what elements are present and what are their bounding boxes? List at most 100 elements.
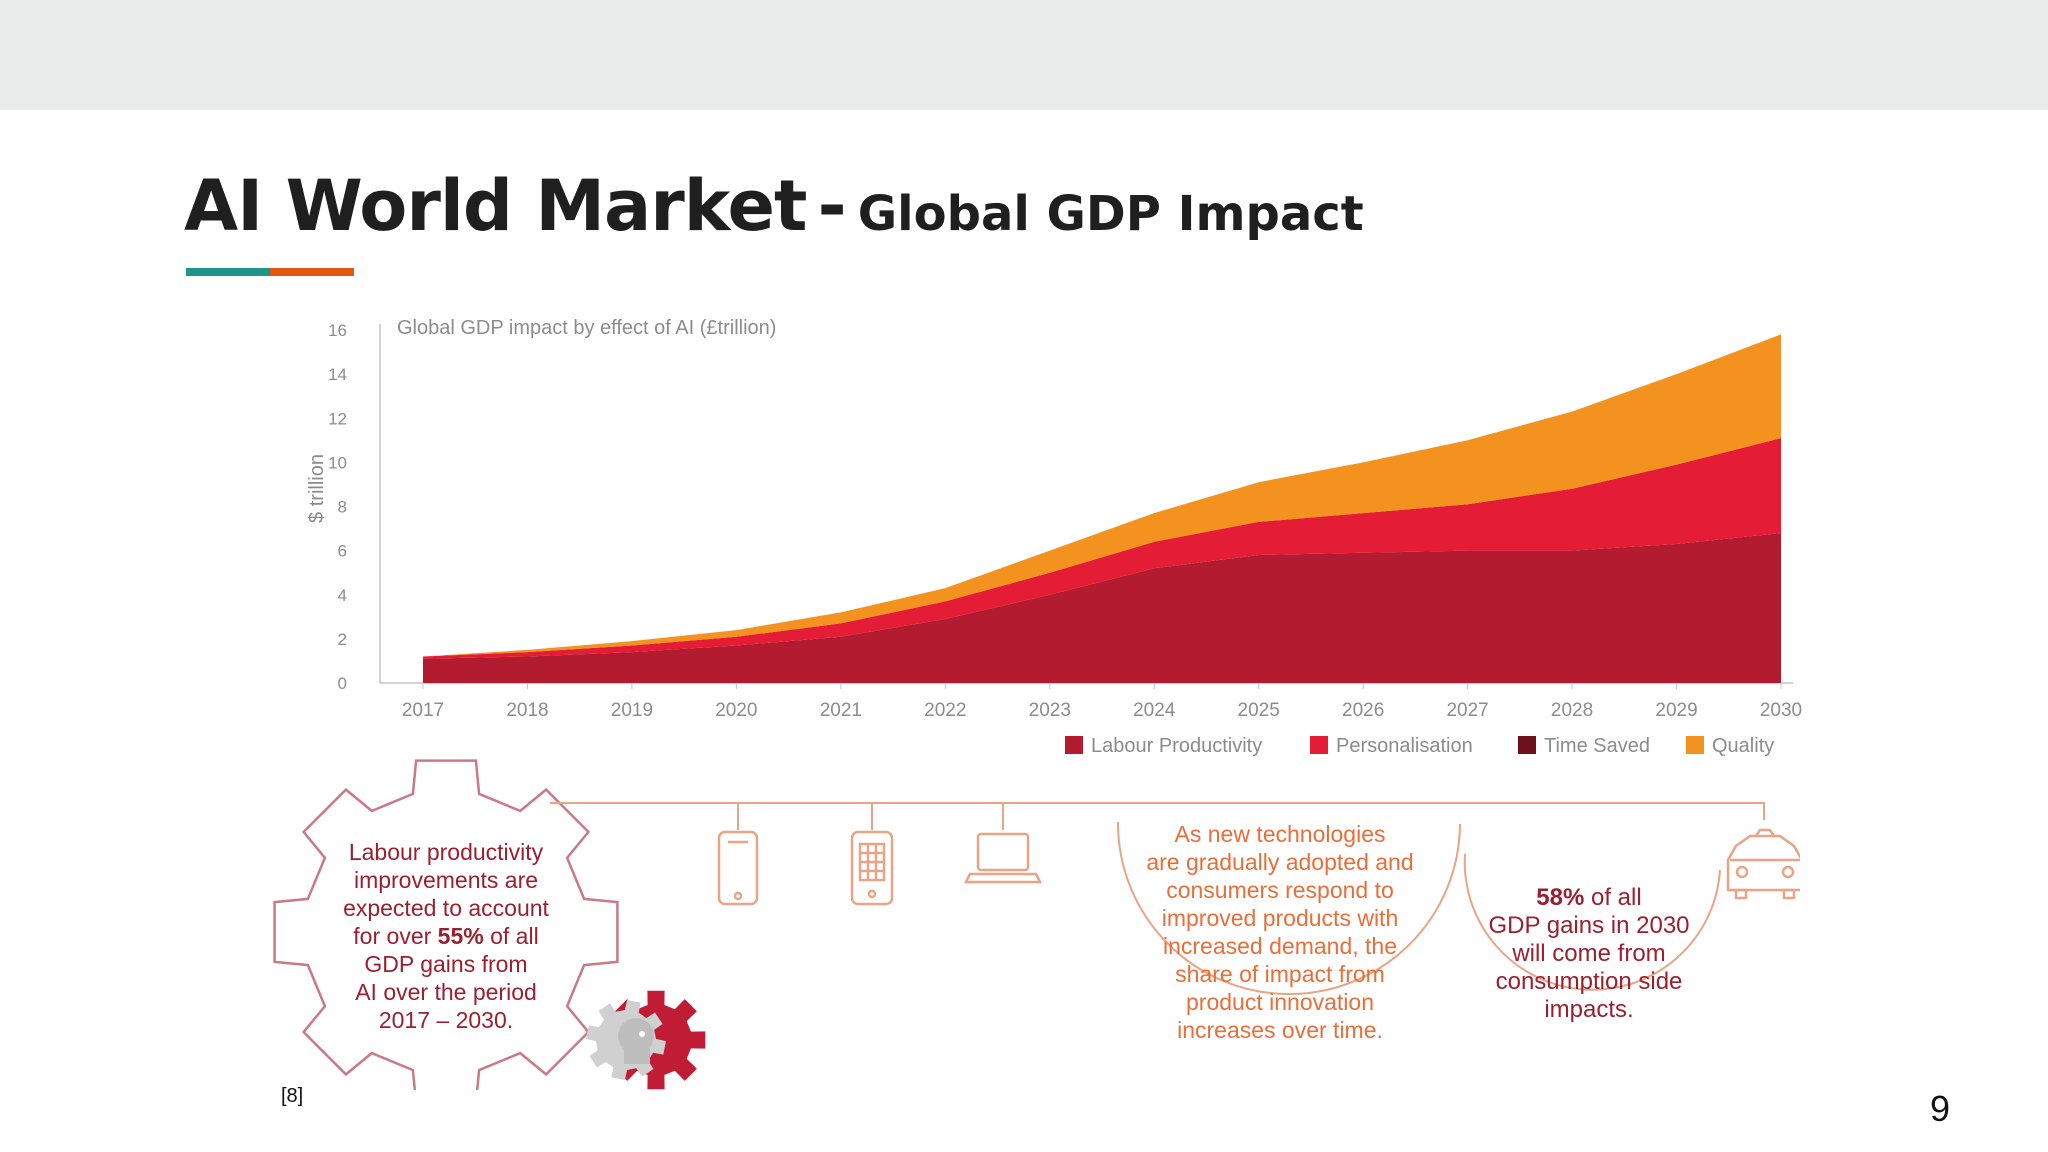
connector-lines	[550, 802, 1765, 830]
text-span: expected to account	[343, 895, 549, 921]
title-dash: -	[817, 165, 847, 247]
text-line: increased demand, the	[1120, 932, 1440, 960]
y-tick-label: 16	[328, 321, 347, 340]
text-span: improved products with	[1161, 905, 1399, 931]
legend-label: Quality	[1712, 735, 1774, 757]
text-line: product innovation	[1120, 988, 1440, 1016]
infographic	[273, 759, 1800, 1090]
x-tick-label: 2026	[1342, 700, 1384, 721]
legend-swatch	[1518, 736, 1536, 754]
legend-label: Personalisation	[1336, 735, 1473, 757]
text-span: 2017 – 2030.	[378, 1007, 514, 1033]
text-span: increased demand, the	[1163, 933, 1397, 959]
text-span: impacts.	[1544, 996, 1634, 1023]
text-line: Labour productivity	[318, 838, 574, 866]
legend-item-quality: Quality	[1686, 735, 1774, 757]
smartphone-icon	[717, 830, 759, 906]
text-span: increases over time.	[1177, 1017, 1383, 1043]
x-tick-label: 2027	[1446, 700, 1488, 721]
x-tick-label: 2028	[1551, 700, 1593, 721]
robot-head-icon	[586, 990, 706, 1090]
text-span: AI over the period	[355, 979, 537, 1005]
y-tick-label: 2	[338, 630, 347, 649]
title-sub: Global GDP Impact	[857, 186, 1364, 242]
x-tick-label: 2018	[506, 700, 548, 721]
text-span: share of impact from	[1175, 961, 1385, 987]
text-span: consumers respond to	[1166, 877, 1394, 903]
ereader-icon	[850, 830, 894, 906]
text-line: 2017 – 2030.	[318, 1006, 574, 1034]
gear-icon	[273, 759, 619, 1090]
text-line: expected to account	[318, 894, 574, 922]
text-line: GDP gains in 2030	[1468, 912, 1710, 940]
laptop-icon	[963, 832, 1043, 884]
text-span: product innovation	[1186, 989, 1374, 1015]
car-icon	[1726, 828, 1800, 900]
x-tick-label: 2030	[1760, 700, 1802, 721]
legend-swatch	[1310, 736, 1328, 754]
legend-label: Time Saved	[1544, 735, 1650, 757]
legend-item-time-saved: Time Saved	[1518, 735, 1650, 757]
y-tick-label: 12	[328, 409, 347, 428]
x-tick-label: 2019	[611, 700, 653, 721]
legend-label: Labour Productivity	[1091, 735, 1262, 757]
x-tick-label: 2025	[1238, 700, 1280, 721]
page-number: 9	[1930, 1088, 1951, 1129]
text-line: AI over the period	[318, 978, 574, 1006]
text-line: are gradually adopted and	[1120, 848, 1440, 876]
bubbles	[1116, 821, 1721, 995]
highlight-figure: 58%	[1536, 884, 1585, 911]
y-tick-label: 4	[338, 586, 347, 605]
y-axis-label: $ trillion	[306, 454, 328, 523]
y-tick-label: 14	[328, 365, 347, 384]
adoption-bubble-text: As new technologies are gradually adopted…	[1120, 820, 1440, 1044]
text-line: GDP gains from	[318, 950, 574, 978]
title-underline-teal	[186, 268, 270, 276]
consumption-bubble-text: 58% of all GDP gains in 2030 will come fro…	[1468, 884, 1710, 1024]
text-line: improved products with	[1120, 904, 1440, 932]
text-line: improvements are	[318, 866, 574, 894]
text-line: share of impact from	[1120, 960, 1440, 988]
y-tick-label: 0	[338, 674, 347, 693]
x-tick-label: 2023	[1029, 700, 1071, 721]
area-series-personalisation	[423, 438, 1781, 659]
text-line: for over 55% of all	[318, 922, 574, 950]
text-span: will come from	[1512, 940, 1666, 967]
text-line: consumers respond to	[1120, 876, 1440, 904]
area-series-labour-productivity	[423, 533, 1781, 683]
text-span: consumption side	[1495, 968, 1683, 995]
text-line: will come from	[1468, 940, 1710, 968]
highlight-figure: 55%	[437, 923, 484, 949]
legend-item-personalisation: Personalisation	[1310, 735, 1473, 757]
chart-title: Global GDP impact by effect of AI (£tril…	[397, 317, 776, 339]
text-line: impacts.	[1468, 996, 1710, 1024]
text-span: As new technologies	[1174, 821, 1386, 847]
text-span: improvements are	[353, 867, 539, 893]
text-span: for over	[353, 923, 438, 949]
y-tick-label: 8	[338, 498, 347, 517]
text-span: GDP gains from	[364, 951, 528, 977]
y-tick-label: 10	[328, 453, 347, 472]
x-tick-label: 2021	[820, 700, 862, 721]
area-series-quality	[423, 334, 1781, 657]
header-band	[0, 0, 2048, 110]
text-span: are gradually adopted and	[1146, 849, 1414, 875]
x-tick-label: 2022	[924, 700, 966, 721]
page-title: AI World Market - Global GDP Impact	[184, 165, 1364, 247]
x-tick-label: 2020	[715, 700, 757, 721]
legend-item-labour-productivity: Labour Productivity	[1065, 735, 1262, 757]
text-span: of all	[483, 923, 539, 949]
reference-note: [8]	[281, 1085, 304, 1107]
y-tick-label: 6	[338, 542, 347, 561]
text-span: Labour productivity	[348, 839, 544, 865]
text-line: increases over time.	[1120, 1016, 1440, 1044]
text-line: 58% of all	[1468, 884, 1710, 912]
legend-swatch	[1065, 736, 1083, 754]
text-span: GDP gains in 2030	[1488, 912, 1690, 939]
legend-swatch	[1686, 736, 1704, 754]
gear-text: Labour productivity improvements are expec…	[318, 838, 574, 1034]
gdp-area-chart: 0 2 4 6 8 10 12 14 16 2017 2018 2019 2020 2021 2022 202…	[306, 317, 1802, 757]
text-line: As new technologies	[1120, 820, 1440, 848]
x-tick-label: 2017	[402, 700, 444, 721]
text-line: consumption side	[1468, 968, 1710, 996]
